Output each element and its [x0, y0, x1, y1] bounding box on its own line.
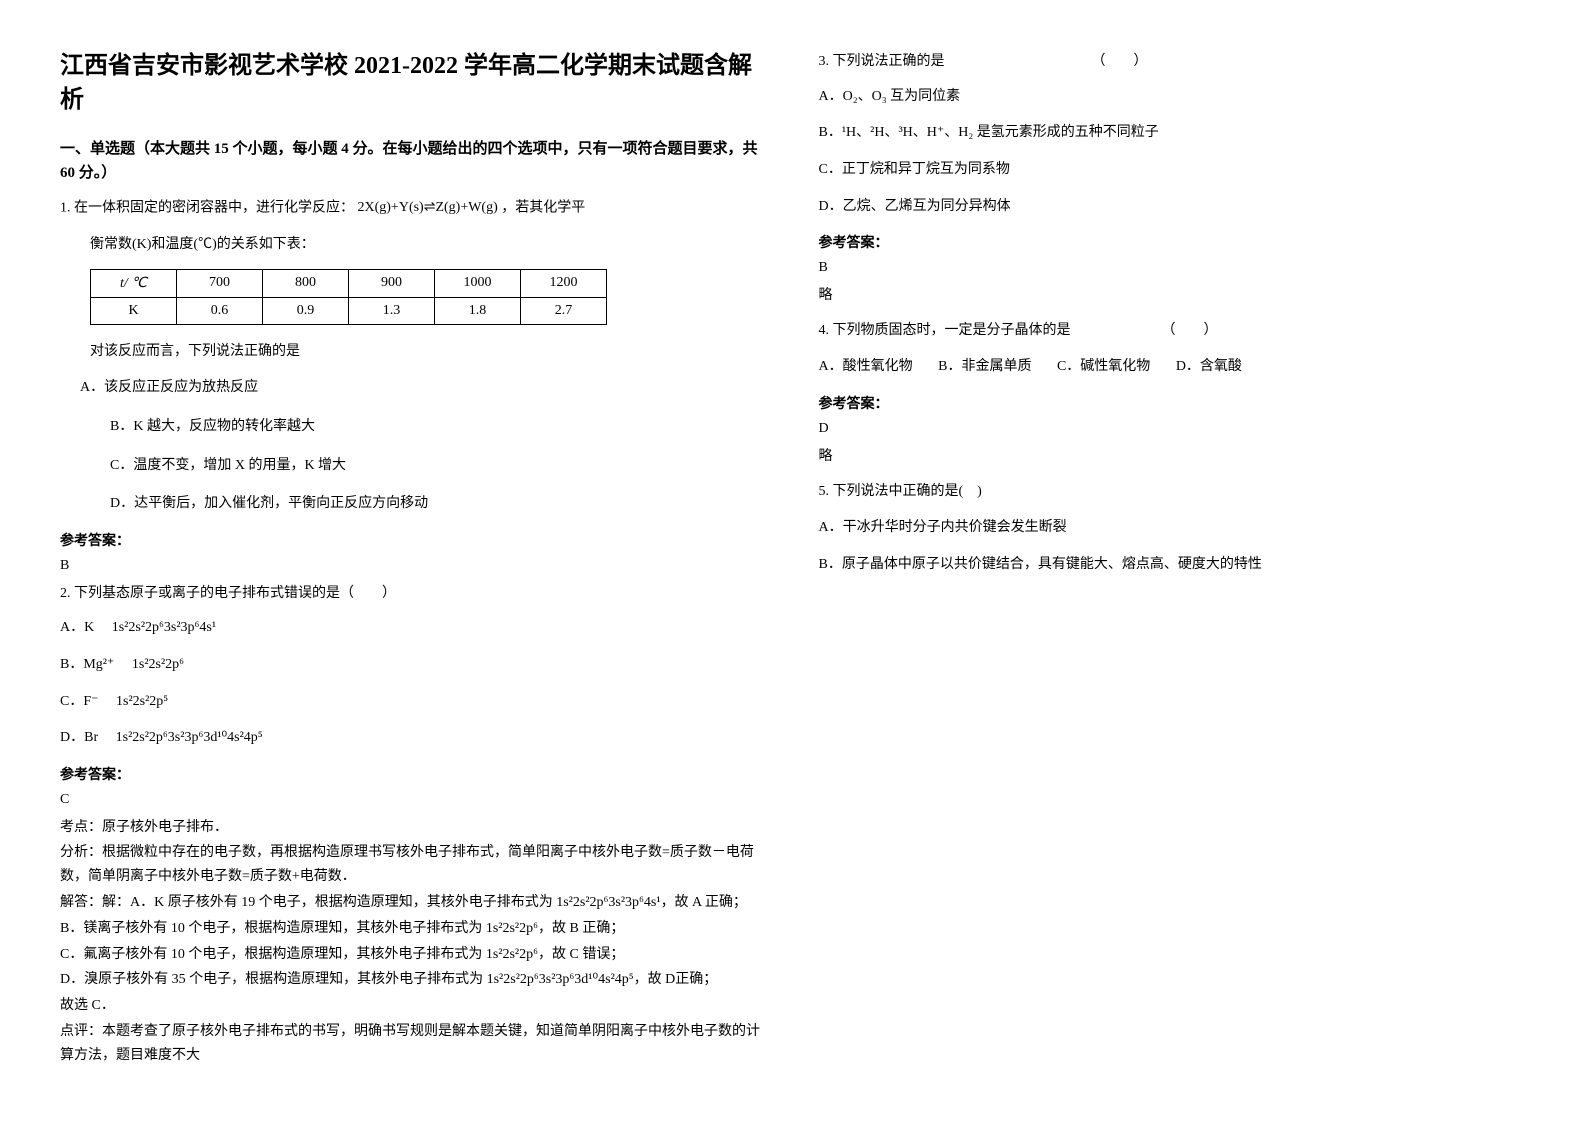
td-3: 1.3	[349, 297, 435, 324]
q5-stem: 5. 下列说法中正确的是( )	[819, 479, 1528, 506]
q2-optA: A．K 1s²2s²2p⁶3s²3p⁶4s¹	[60, 615, 769, 642]
page-root: 江西省吉安市影视艺术学校 2021-2022 学年高二化学期末试题含解析 一、单…	[0, 0, 1587, 1122]
q2-optB-label: B．Mg²⁺	[60, 657, 128, 672]
table-row: t/ ℃ 700 800 900 1000 1200	[91, 269, 607, 297]
q3-extra: 略	[819, 284, 1528, 308]
q3-stem: 3. 下列说法正确的是 （ ）	[819, 50, 1528, 74]
answer-label-1: 参考答案：	[60, 530, 769, 550]
td-1: 0.6	[177, 297, 263, 324]
q4-extra: 略	[819, 445, 1528, 469]
q4-options: A．酸性氧化物 B．非金属单质 C．碱性氧化物 D．含氧酸	[819, 354, 1528, 381]
q2-fenxi: 分析：根据微粒中存在的电子数，再根据构造原理书写核外电子排布式，简单阳离子中核外…	[60, 841, 769, 889]
q1-stem-a: 1. 在一体积固定的密闭容器中，进行化学反应：	[60, 201, 354, 216]
q1-optB: B．K 越大，反应物的转化率越大	[110, 414, 769, 441]
q5-optA: A．干冰升华时分子内共价键会发生断裂	[819, 515, 1528, 542]
td-2: 0.9	[263, 297, 349, 324]
q1-optA: A．该反应正反应为放热反应	[80, 375, 769, 402]
th-4: 1000	[435, 269, 521, 297]
q2-optC-label: C．F⁻	[60, 694, 113, 709]
q2-optB-val: 1s²2s²2p⁶	[132, 657, 184, 672]
q2-optC-val: 1s²2s²2p⁵	[116, 694, 168, 709]
th-1: 700	[177, 269, 263, 297]
section-1-header: 一、单选题（本大题共 15 个小题，每小题 4 分。在每小题给出的四个选项中，只…	[60, 137, 769, 185]
q1-optC: C．温度不变，增加 X 的用量，K 增大	[110, 453, 769, 480]
q4-answer: D	[819, 417, 1528, 441]
q3-optA: A．O₂、O₃ 互为同位素	[819, 84, 1528, 111]
answer-label-4: 参考答案：	[819, 393, 1528, 413]
th-5: 1200	[521, 269, 607, 297]
q3-optB: B．¹H、²H、³H、H⁺、H₂ 是氢元素形成的五种不同粒子	[819, 120, 1528, 147]
q2-optA-label: A．K	[60, 620, 108, 635]
q2-jieda-a: 解答：解：A．K 原子核外有 19 个电子，根据构造原理知，其核外电子排布式为 …	[60, 891, 769, 915]
q2-answer: C	[60, 788, 769, 812]
q2-jieda-c: C．氟离子核外有 10 个电子，根据构造原理知，其核外电子排布式为 1s²2s²…	[60, 943, 769, 967]
two-column-layout: 江西省吉安市影视艺术学校 2021-2022 学年高二化学期末试题含解析 一、单…	[60, 50, 1527, 1070]
q2-optD: D．Br 1s²2s²2p⁶3s²3p⁶3d¹⁰4s²4p⁵	[60, 725, 769, 752]
table-row: K 0.6 0.9 1.3 1.8 2.7	[91, 297, 607, 324]
q2-optB: B．Mg²⁺ 1s²2s²2p⁶	[60, 652, 769, 679]
q1-table: t/ ℃ 700 800 900 1000 1200 K 0.6 0.9 1.3…	[90, 269, 607, 325]
q3-optC: C．正丁烷和异丁烷互为同系物	[819, 157, 1528, 184]
q4-optB: B．非金属单质	[938, 359, 1031, 374]
answer-label-3: 参考答案：	[819, 232, 1528, 252]
q4-optA: A．酸性氧化物	[819, 359, 913, 374]
answer-label-2: 参考答案：	[60, 764, 769, 784]
q2-optD-label: D．Br	[60, 730, 112, 745]
q5-optB: B．原子晶体中原子以共价键结合，具有键能大、熔点高、硬度大的特性	[819, 552, 1528, 579]
q4-stem: 4. 下列物质固态时，一定是分子晶体的是 （ ）	[819, 318, 1528, 345]
q2-jieda-end: 故选 C．	[60, 994, 769, 1018]
q2-stem: 2. 下列基态原子或离子的电子排布式错误的是（ ）	[60, 582, 769, 606]
q1-after-table: 对该反应而言，下列说法正确的是	[90, 339, 769, 366]
q2-optC: C．F⁻ 1s²2s²2p⁵	[60, 689, 769, 716]
q1-answer: B	[60, 554, 769, 578]
th-0: t/ ℃	[91, 269, 177, 297]
q1-stem-b: ，若其化学平	[501, 201, 585, 216]
q2-jieda-d: D．溴原子核外有 35 个电子，根据构造原理知，其核外电子排布式为 1s²2s²…	[60, 968, 769, 992]
q2-jieda-b: B．镁离子核外有 10 个电子，根据构造原理知，其核外电子排布式为 1s²2s²…	[60, 917, 769, 941]
q3-answer: B	[819, 256, 1528, 280]
td-0: K	[91, 297, 177, 324]
td-5: 2.7	[521, 297, 607, 324]
q1-stem: 1. 在一体积固定的密闭容器中，进行化学反应： 2X(g)+Y(s)⇌Z(g)+…	[60, 195, 769, 222]
q1-formula: 2X(g)+Y(s)⇌Z(g)+W(g)	[358, 200, 498, 215]
q2-kaodian: 考点：原子核外电子排布．	[60, 816, 769, 840]
q3-optD: D．乙烷、乙烯互为同分异构体	[819, 194, 1528, 221]
td-4: 1.8	[435, 297, 521, 324]
q2-optD-val: 1s²2s²2p⁶3s²3p⁶3d¹⁰4s²4p⁵	[116, 730, 263, 745]
q4-optD: D．含氧酸	[1176, 359, 1242, 374]
q1-stem-c: 衡常数(K)和温度(℃)的关系如下表：	[90, 232, 769, 259]
q2-optA-val: 1s²2s²2p⁶3s²3p⁶4s¹	[112, 620, 216, 635]
q1-optD: D．达平衡后，加入催化剂，平衡向正反应方向移动	[110, 491, 769, 518]
exam-title: 江西省吉安市影视艺术学校 2021-2022 学年高二化学期末试题含解析	[60, 50, 769, 117]
q2-dianping: 点评：本题考查了原子核外电子排布式的书写，明确书写规则是解本题关键，知道简单阴阳…	[60, 1020, 769, 1068]
th-2: 800	[263, 269, 349, 297]
q4-optC: C．碱性氧化物	[1057, 359, 1150, 374]
th-3: 900	[349, 269, 435, 297]
